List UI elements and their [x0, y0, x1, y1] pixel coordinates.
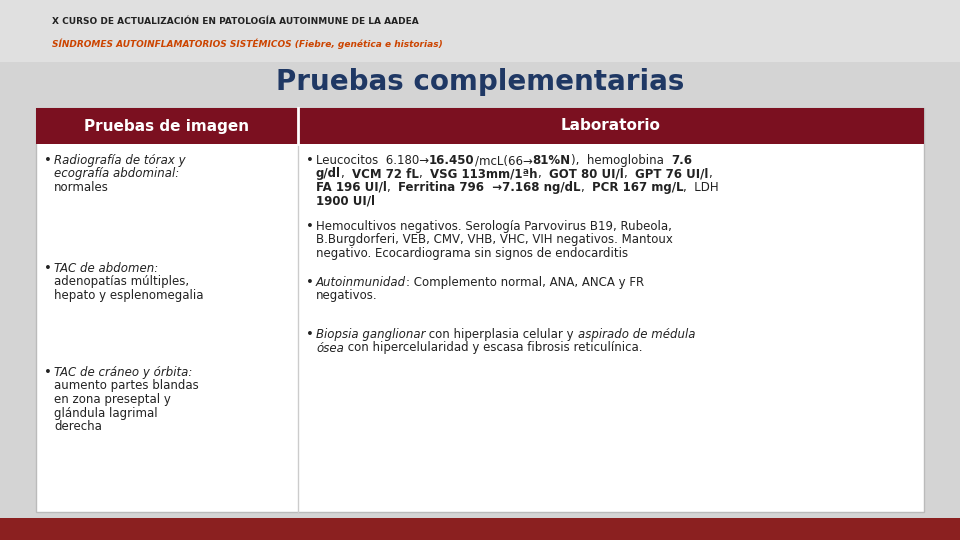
Text: con hiperplasia celular y: con hiperplasia celular y [425, 328, 578, 341]
Text: B.Burgdorferi, VEB, CMV, VHB, VHC, VIH negativos. Mantoux: B.Burgdorferi, VEB, CMV, VHB, VHC, VIH n… [316, 233, 673, 246]
Text: ecografía abdominal:: ecografía abdominal: [54, 167, 180, 180]
Text: 81%N: 81%N [533, 154, 570, 167]
Text: GOT 80 UI/l: GOT 80 UI/l [549, 167, 624, 180]
Text: ),  hemoglobina: ), hemoglobina [570, 154, 671, 167]
Text: ,: , [420, 167, 430, 180]
Text: normales: normales [54, 181, 108, 194]
Text: •: • [306, 328, 314, 341]
Text: Pruebas complementarias: Pruebas complementarias [276, 68, 684, 96]
Text: en zona preseptal y: en zona preseptal y [54, 393, 171, 406]
Text: negativo. Ecocardiograma sin signos de endocarditis: negativo. Ecocardiograma sin signos de e… [316, 247, 628, 260]
Text: Ferritina 796  →7.168 ng/dL: Ferritina 796 →7.168 ng/dL [398, 181, 581, 194]
Text: Biopsia ganglionar: Biopsia ganglionar [316, 328, 425, 341]
Text: •: • [44, 154, 52, 167]
Text: 7.6: 7.6 [671, 154, 692, 167]
Text: •: • [44, 366, 52, 379]
Bar [0, 0, 960, 62]
Text: aspirado de médula: aspirado de médula [578, 328, 695, 341]
Text: ,: , [708, 167, 712, 180]
Text: TAC de abdomen:: TAC de abdomen: [54, 262, 158, 275]
Text: PCR 167 mg/L: PCR 167 mg/L [591, 181, 684, 194]
Bar [0, 518, 960, 540]
Text: hepato y esplenomegalia: hepato y esplenomegalia [54, 289, 204, 302]
Bar [36, 108, 924, 512]
Text: g/dl: g/dl [316, 167, 341, 180]
Text: ,: , [538, 167, 549, 180]
Text: ,: , [341, 167, 352, 180]
Text: aumento partes blandas: aumento partes blandas [54, 380, 199, 393]
Text: VSG 113mm/1ªh: VSG 113mm/1ªh [430, 167, 538, 180]
Text: 1900 UI/l: 1900 UI/l [316, 194, 375, 207]
Text: derecha: derecha [54, 420, 102, 433]
Text: /mcL(66→: /mcL(66→ [474, 154, 533, 167]
Text: con hipercelularidad y escasa fibrosis reticulínica.: con hipercelularidad y escasa fibrosis r… [344, 341, 642, 354]
Text: VCM 72 fL: VCM 72 fL [352, 167, 420, 180]
Text: glándula lagrimal: glándula lagrimal [54, 407, 157, 420]
Text: Autoinmunidad: Autoinmunidad [316, 276, 406, 289]
Text: FA 196 UI/l: FA 196 UI/l [316, 181, 387, 194]
Text: : Complemento normal, ANA, ANCA y FR: : Complemento normal, ANA, ANCA y FR [406, 276, 644, 289]
Text: SÍNDROMES AUTOINFLAMATORIOS SISTÉMICOS (Fiebre, genética e historias): SÍNDROMES AUTOINFLAMATORIOS SISTÉMICOS (… [52, 39, 443, 49]
Text: ,  LDH: , LDH [684, 181, 719, 194]
Text: negativos.: negativos. [316, 289, 377, 302]
Text: adenopatías múltiples,: adenopatías múltiples, [54, 275, 189, 288]
Text: Radiografía de tórax y: Radiografía de tórax y [54, 154, 185, 167]
Text: GPT 76 UI/l: GPT 76 UI/l [636, 167, 708, 180]
Text: •: • [306, 276, 314, 289]
Text: •: • [306, 154, 314, 167]
Text: Pruebas de imagen: Pruebas de imagen [84, 118, 250, 133]
Text: •: • [44, 262, 52, 275]
Text: •: • [306, 220, 314, 233]
Text: Leucocitos  6.180→: Leucocitos 6.180→ [316, 154, 429, 167]
Bar [36, 108, 298, 144]
Text: 16.450: 16.450 [429, 154, 474, 167]
Bar [298, 108, 924, 144]
Text: X CURSO DE ACTUALIZACIÓN EN PATOLOGÍA AUTOINMUNE DE LA AADEA: X CURSO DE ACTUALIZACIÓN EN PATOLOGÍA AU… [52, 17, 419, 26]
Text: Hemocultivos negativos. Serología Parvovirus B19, Rubeola,: Hemocultivos negativos. Serología Parvov… [316, 220, 672, 233]
Text: ,: , [624, 167, 636, 180]
Text: ósea: ósea [316, 341, 344, 354]
Text: ,: , [387, 181, 398, 194]
Text: TAC de cráneo y órbita:: TAC de cráneo y órbita: [54, 366, 192, 379]
Text: ,: , [581, 181, 591, 194]
Text: Laboratorio: Laboratorio [561, 118, 660, 133]
